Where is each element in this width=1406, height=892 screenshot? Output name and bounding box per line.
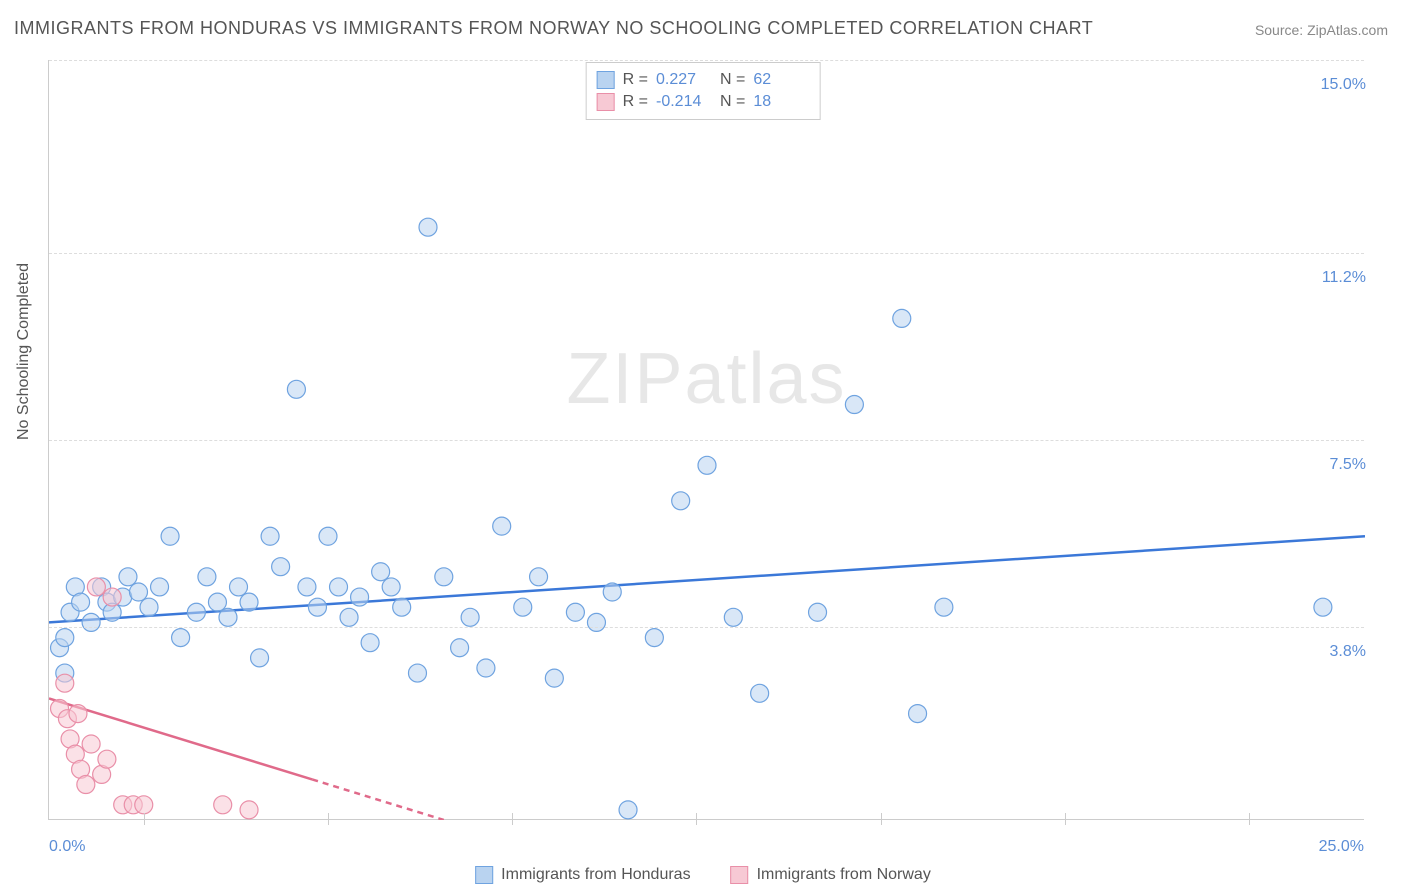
x-tick <box>144 813 145 825</box>
chart-plot-area: ZIPatlas 3.8%7.5%11.2%15.0%0.0%25.0% <box>48 60 1364 820</box>
stats-legend-row: R = 0.227 N = 62 <box>597 69 810 91</box>
gridline <box>49 253 1364 254</box>
y-tick-label: 7.5% <box>1330 456 1366 474</box>
y-tick-label: 11.2% <box>1322 269 1366 287</box>
stats-legend-row: R = -0.214 N = 18 <box>597 91 810 113</box>
r-label: R = <box>623 71 648 89</box>
x-tick <box>1065 813 1066 825</box>
legend-swatch <box>597 71 615 89</box>
stats-legend: R = 0.227 N = 62 R = -0.214 N = 18 <box>586 62 821 120</box>
legend-swatch <box>597 93 615 111</box>
r-label: R = <box>623 93 648 111</box>
y-axis-label: No Schooling Completed <box>15 263 33 440</box>
n-value: 62 <box>753 71 809 89</box>
gridline <box>49 440 1364 441</box>
source-attribution: Source: ZipAtlas.com <box>1255 22 1388 38</box>
x-min-label: 0.0% <box>49 838 85 856</box>
n-value: 18 <box>753 93 809 111</box>
series-legend-label: Immigrants from Honduras <box>501 866 690 884</box>
r-value: 0.227 <box>656 71 712 89</box>
series-legend: Immigrants from Honduras Immigrants from … <box>475 866 931 884</box>
x-tick <box>696 813 697 825</box>
x-tick <box>1249 813 1250 825</box>
legend-swatch <box>731 866 749 884</box>
n-label: N = <box>720 71 745 89</box>
gridline <box>49 60 1364 61</box>
gridline <box>49 627 1364 628</box>
y-tick-label: 3.8% <box>1330 643 1366 661</box>
x-axis-ticks <box>49 819 1364 825</box>
legend-swatch <box>475 866 493 884</box>
series-legend-item: Immigrants from Norway <box>731 866 931 884</box>
n-label: N = <box>720 93 745 111</box>
y-tick-label: 15.0% <box>1321 76 1366 94</box>
x-tick <box>512 813 513 825</box>
chart-title: IMMIGRANTS FROM HONDURAS VS IMMIGRANTS F… <box>14 18 1093 39</box>
x-max-label: 25.0% <box>1319 838 1364 856</box>
series-legend-label: Immigrants from Norway <box>757 866 931 884</box>
x-tick <box>881 813 882 825</box>
x-tick <box>328 813 329 825</box>
series-legend-item: Immigrants from Honduras <box>475 866 690 884</box>
r-value: -0.214 <box>656 93 712 111</box>
